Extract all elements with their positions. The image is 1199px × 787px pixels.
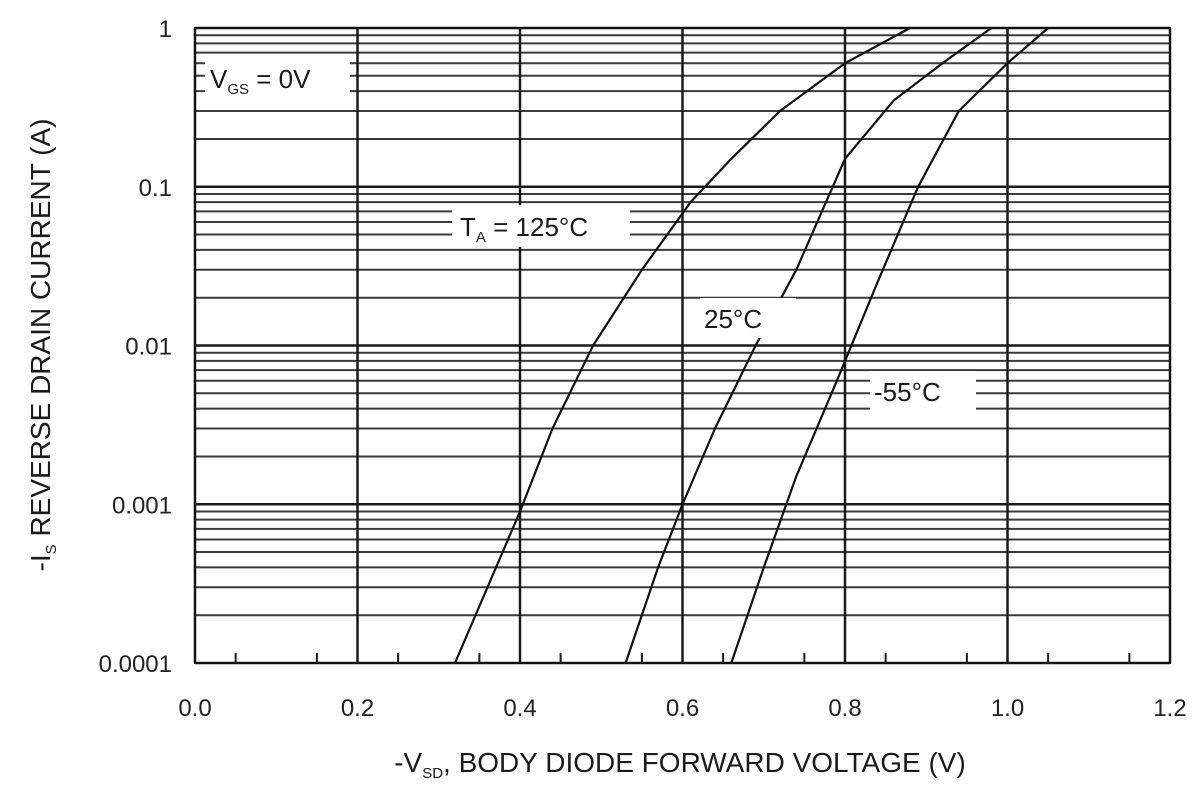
series-label-125: TA = 125°C bbox=[460, 212, 588, 246]
x-tick-label: 0.2 bbox=[341, 695, 374, 722]
series-curve bbox=[730, 27, 1049, 664]
condition-label-bg bbox=[205, 56, 350, 104]
x-tick-marks bbox=[234, 653, 1131, 663]
y-tick-label: 0.01 bbox=[125, 334, 172, 361]
x-tick-label: 0.6 bbox=[666, 695, 699, 722]
x-tick-label: 0.8 bbox=[828, 695, 861, 722]
series-label-m55-bg bbox=[870, 371, 976, 411]
y-tick-label: 0.0001 bbox=[99, 651, 172, 678]
x-axis-title: -VSD, BODY DIODE FORWARD VOLTAGE (V) bbox=[394, 747, 966, 782]
series-label-125-bg bbox=[452, 205, 630, 247]
x-tick-label: 0.0 bbox=[178, 695, 211, 722]
condition-label: VGS = 0V bbox=[210, 64, 311, 98]
y-tick-label: 1 bbox=[159, 16, 172, 43]
x-tick-label: 1.2 bbox=[1153, 695, 1186, 722]
x-tick-labels: 0.0 0.2 0.4 0.6 0.8 1.0 1.2 bbox=[178, 695, 1186, 722]
y-axis-title: -IS REVERSE DRAIN CURRENT (A) bbox=[25, 119, 60, 572]
plot-frame bbox=[194, 27, 1171, 664]
series-label-m55: -55°C bbox=[874, 377, 941, 407]
y-tick-label: 0.001 bbox=[112, 492, 172, 519]
y-tick-label: 0.1 bbox=[139, 175, 172, 202]
series-label-25: 25°C bbox=[704, 304, 762, 334]
series-curve bbox=[453, 27, 911, 664]
x-tick-label: 0.4 bbox=[503, 695, 536, 722]
y-tick-labels: 0.0001 0.001 0.01 0.1 1 bbox=[99, 16, 172, 678]
x-tick-label: 1.0 bbox=[991, 695, 1024, 722]
series-label-25-bg bbox=[700, 298, 796, 338]
